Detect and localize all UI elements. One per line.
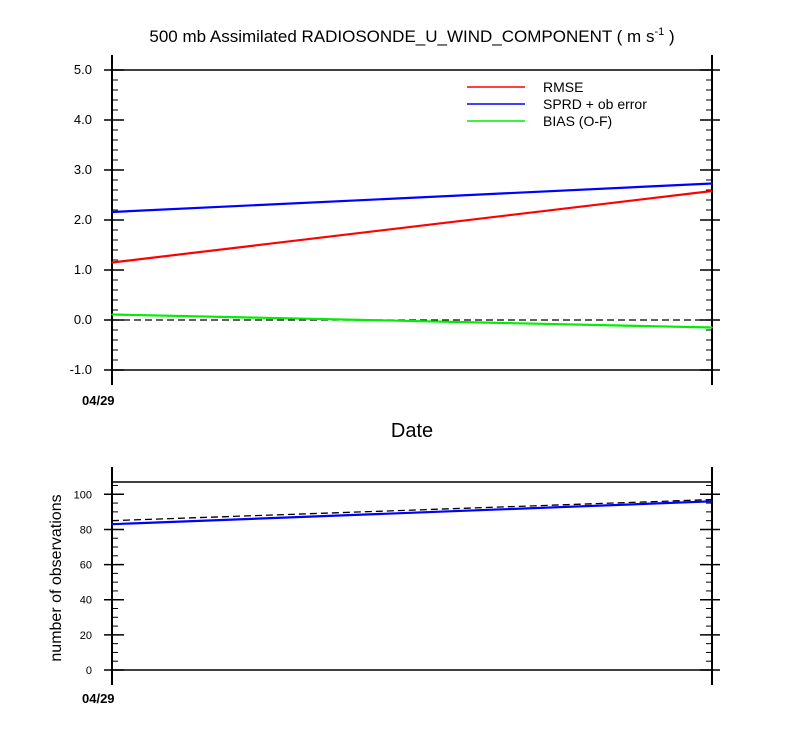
observation-count-plot: 0 20 40 60 80 100 04/29 number of observation… bbox=[48, 467, 720, 706]
y-tick-label: 1.0 bbox=[74, 262, 92, 277]
legend-entry-bias: BIAS (O-F) bbox=[467, 113, 612, 129]
series-lines bbox=[111, 182, 713, 329]
data-point-rmse bbox=[111, 261, 113, 264]
y-tick-label: 100 bbox=[74, 489, 92, 501]
data-point-obs-possible bbox=[711, 498, 713, 501]
x-tick-label: 04/29 bbox=[82, 691, 115, 706]
series-line-obs-used bbox=[111, 500, 713, 526]
data-point-sprd-ob-error bbox=[711, 182, 713, 185]
chart-title: 500 mb Assimilated RADIOSONDE_U_WIND_COM… bbox=[149, 26, 674, 46]
y-tick-label: 4.0 bbox=[74, 112, 92, 127]
y-tick-label: 2.0 bbox=[74, 212, 92, 227]
y-axis-ticks: -1.0 0.0 1.0 2.0 3.0 4.0 5.0 bbox=[70, 62, 720, 377]
legend-label-bias: BIAS (O-F) bbox=[543, 113, 612, 129]
y-tick-label: 80 bbox=[80, 524, 92, 536]
y-axis-title: number of observations bbox=[48, 494, 65, 661]
data-point-obs-possible bbox=[111, 519, 113, 522]
y-tick-label: 0 bbox=[86, 665, 92, 677]
y-tick-label: 0.0 bbox=[74, 312, 92, 327]
data-point-obs-used bbox=[111, 523, 113, 525]
data-point-bias-o-f bbox=[711, 326, 713, 329]
data-point-bias-o-f bbox=[111, 313, 113, 316]
legend-label-rmse: RMSE bbox=[543, 79, 583, 95]
series-line-sprd-ob-error bbox=[111, 182, 713, 214]
x-axis-title: Date bbox=[391, 420, 433, 442]
y-tick-label: -1.0 bbox=[70, 362, 92, 377]
y-tick-label: 3.0 bbox=[74, 162, 92, 177]
y-tick-label: 60 bbox=[80, 560, 92, 572]
data-point-rmse bbox=[711, 190, 713, 192]
y-tick-label: 40 bbox=[80, 595, 92, 607]
y-tick-label: 5.0 bbox=[74, 62, 92, 77]
legend-label-spread: SPRD + ob error bbox=[543, 96, 647, 112]
series-line-rmse bbox=[111, 189, 713, 264]
data-point-obs-used bbox=[711, 500, 713, 503]
x-tick-label: 04/29 bbox=[82, 393, 115, 408]
series-lines bbox=[111, 498, 713, 526]
legend: RMSE SPRD + ob error BIAS (O-F) bbox=[467, 79, 647, 129]
y-axis-ticks: 0 20 40 60 80 100 bbox=[74, 485, 720, 677]
rmse-spread-bias-plot: -1.0 0.0 1.0 2.0 3.0 4.0 5.0 04/29 Date RMSE S… bbox=[70, 55, 720, 442]
legend-entry-spread: SPRD + ob error bbox=[467, 96, 647, 112]
series-line-obs-possible bbox=[111, 498, 713, 522]
data-point-sprd-ob-error bbox=[111, 211, 113, 213]
y-tick-label: 20 bbox=[80, 630, 92, 642]
legend-entry-rmse: RMSE bbox=[467, 79, 583, 95]
series-line-bias-o-f bbox=[111, 313, 713, 329]
